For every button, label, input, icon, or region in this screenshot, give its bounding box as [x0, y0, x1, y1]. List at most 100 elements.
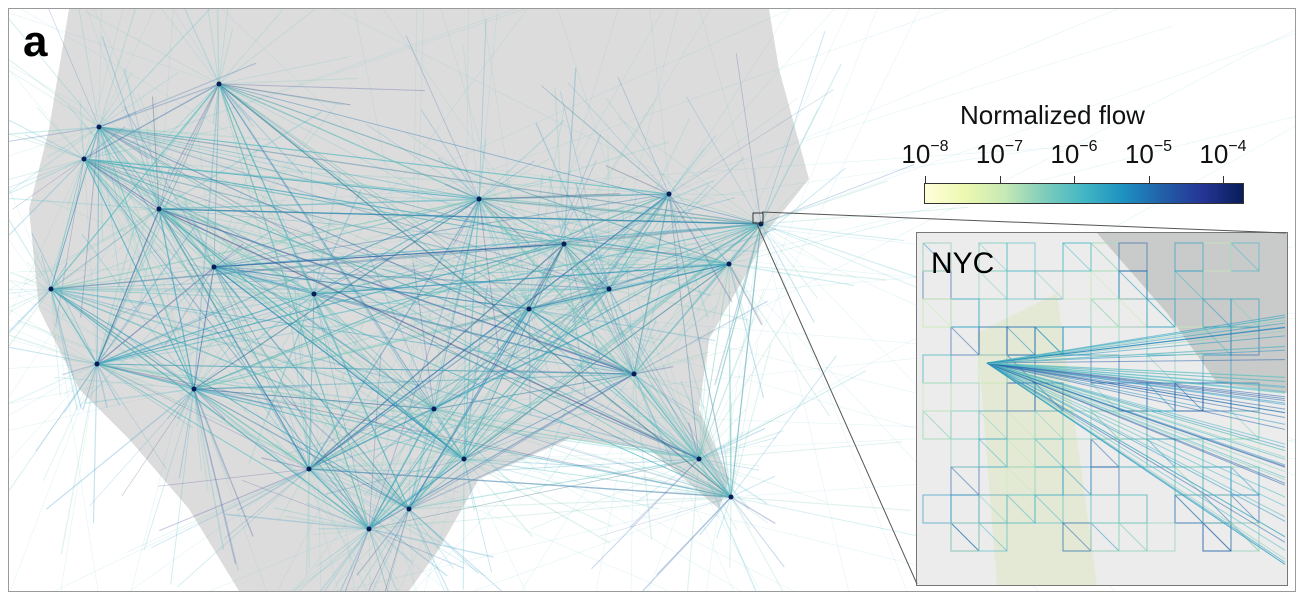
flow-line — [633, 263, 730, 375]
flow-line — [668, 193, 748, 196]
flow-line — [463, 458, 534, 538]
flow-line — [158, 147, 1057, 210]
flow-line — [463, 458, 732, 498]
flow-line — [193, 266, 215, 390]
flow-line — [366, 124, 480, 200]
flow-line — [213, 139, 1106, 268]
flow-line — [563, 243, 585, 287]
flow-line — [98, 126, 120, 207]
flow-line — [204, 293, 315, 316]
flow-line — [313, 293, 435, 410]
flow-line — [209, 508, 410, 591]
flow-line — [463, 243, 565, 460]
flow-line — [83, 158, 635, 375]
flow-line — [98, 126, 732, 498]
flow-line — [433, 408, 700, 460]
flow-line — [404, 421, 465, 460]
flow-line — [155, 97, 160, 210]
flow-line — [158, 208, 465, 460]
flow-line — [563, 243, 703, 275]
flow-line — [50, 266, 215, 290]
flow-line — [96, 243, 565, 365]
flow-line — [641, 223, 762, 300]
flow-line — [193, 263, 730, 390]
flow-line — [526, 217, 610, 290]
flow-line — [368, 365, 404, 530]
grid-cell — [1006, 326, 1036, 356]
flow-line — [98, 126, 635, 375]
flow-line — [117, 266, 215, 317]
colorbar-tick — [1074, 176, 1075, 183]
flow-line — [368, 443, 406, 530]
flow-line — [83, 158, 732, 498]
flow-line — [213, 221, 339, 268]
flow-line — [50, 288, 221, 292]
flow-line — [490, 369, 635, 375]
flow-line — [193, 274, 274, 390]
flow-line — [213, 266, 315, 295]
flow-line — [404, 198, 480, 377]
flow-line — [121, 388, 195, 497]
hub-node — [366, 526, 372, 532]
flow-line — [308, 468, 732, 498]
flow-line — [633, 373, 700, 460]
flow-line — [986, 326, 1286, 364]
flow-line — [308, 371, 388, 470]
flow-line — [698, 458, 757, 591]
flow-line — [408, 353, 468, 510]
flow-line — [213, 266, 310, 470]
flow-line — [313, 198, 480, 295]
flow-line — [213, 243, 565, 268]
flow-line — [325, 449, 410, 510]
flow-line — [430, 198, 480, 345]
flow-line — [50, 245, 170, 290]
flow-line — [433, 288, 610, 410]
flow-line — [114, 208, 160, 212]
flow-line — [83, 158, 435, 410]
flow-line — [463, 454, 518, 460]
flow-line — [50, 288, 465, 460]
flow-line — [528, 308, 732, 498]
flow-line — [98, 126, 465, 460]
flow-line — [478, 198, 530, 244]
flow-line — [98, 9, 102, 128]
flow-line — [986, 362, 1286, 478]
flow-line — [96, 363, 465, 460]
flow-line — [50, 126, 100, 290]
flow-line — [9, 70, 100, 128]
flow-line — [83, 158, 410, 510]
flow-line — [98, 126, 146, 170]
flow-line — [9, 289, 195, 390]
flow-line — [308, 305, 407, 470]
flow-line — [218, 83, 370, 530]
flow-line — [368, 223, 762, 530]
flow-line — [158, 208, 762, 225]
flow-line — [608, 288, 700, 460]
flow-line — [1118, 522, 1148, 552]
flow-line — [308, 193, 670, 470]
flow-line — [433, 408, 474, 431]
flow-line — [275, 443, 310, 470]
flow-line — [96, 223, 762, 365]
flow-line — [96, 363, 108, 408]
flow-line — [158, 208, 202, 236]
flow-line — [408, 243, 565, 510]
flow-line — [193, 388, 465, 460]
flow-line — [986, 362, 1286, 406]
hub-node — [406, 506, 412, 512]
flow-line — [691, 263, 730, 287]
flow-line — [382, 9, 635, 375]
flow-line — [382, 268, 530, 310]
flow-line — [213, 193, 670, 268]
flow-line — [986, 362, 1286, 418]
flow-line — [626, 273, 700, 460]
flow-line — [313, 243, 565, 295]
flow-line — [313, 288, 360, 295]
flow-line — [408, 308, 530, 510]
flow-line — [96, 198, 480, 365]
flow-line — [158, 9, 174, 210]
flow-line — [64, 363, 98, 395]
flow-line — [711, 223, 762, 240]
colorbar-tick — [925, 176, 926, 183]
flow-line — [50, 288, 315, 295]
